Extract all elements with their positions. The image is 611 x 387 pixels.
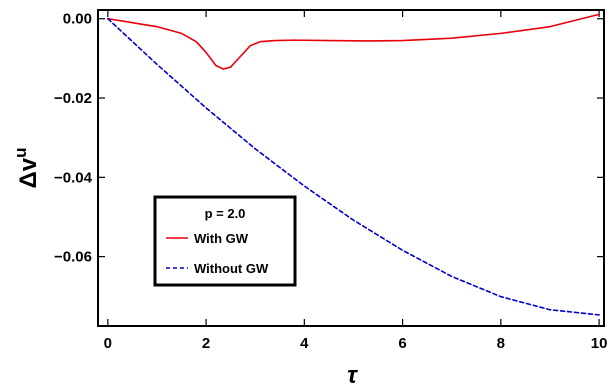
legend-label-with-gw: With GW	[194, 231, 249, 246]
x-axis-ticks: 0 2 4 6 8 10	[104, 10, 608, 352]
series-line-with-gw	[107, 13, 600, 70]
legend-label-without-gw: Without GW	[194, 261, 269, 276]
y-tick-label: 0.00	[63, 11, 92, 28]
y-axis-ticks: 0.00 −0.02 −0.04 −0.06	[54, 11, 604, 266]
x-tick-label: 0	[104, 335, 112, 352]
plot-frame	[97, 9, 605, 327]
y-axis-title: Δvu	[11, 148, 42, 189]
series-line-without-gw	[107, 17, 600, 316]
x-tick-label: 2	[202, 335, 210, 352]
series-layer	[107, 13, 600, 316]
y-tick-label: −0.02	[54, 90, 92, 107]
y-tick-label: −0.06	[54, 249, 92, 266]
x-tick-label: 6	[398, 335, 406, 352]
x-tick-label: 8	[497, 335, 505, 352]
y-tick-label: −0.04	[54, 169, 93, 186]
x-tick-label: 4	[300, 335, 309, 352]
x-axis-title: τ	[347, 362, 358, 387]
legend: p = 2.0 With GW Without GW	[153, 195, 297, 287]
legend-box	[153, 195, 297, 287]
legend-title: p = 2.0	[205, 206, 246, 221]
x-tick-label: 10	[591, 335, 608, 352]
y-axis-title-sup: u	[11, 148, 30, 158]
y-axis-title-main: Δv	[15, 157, 42, 188]
